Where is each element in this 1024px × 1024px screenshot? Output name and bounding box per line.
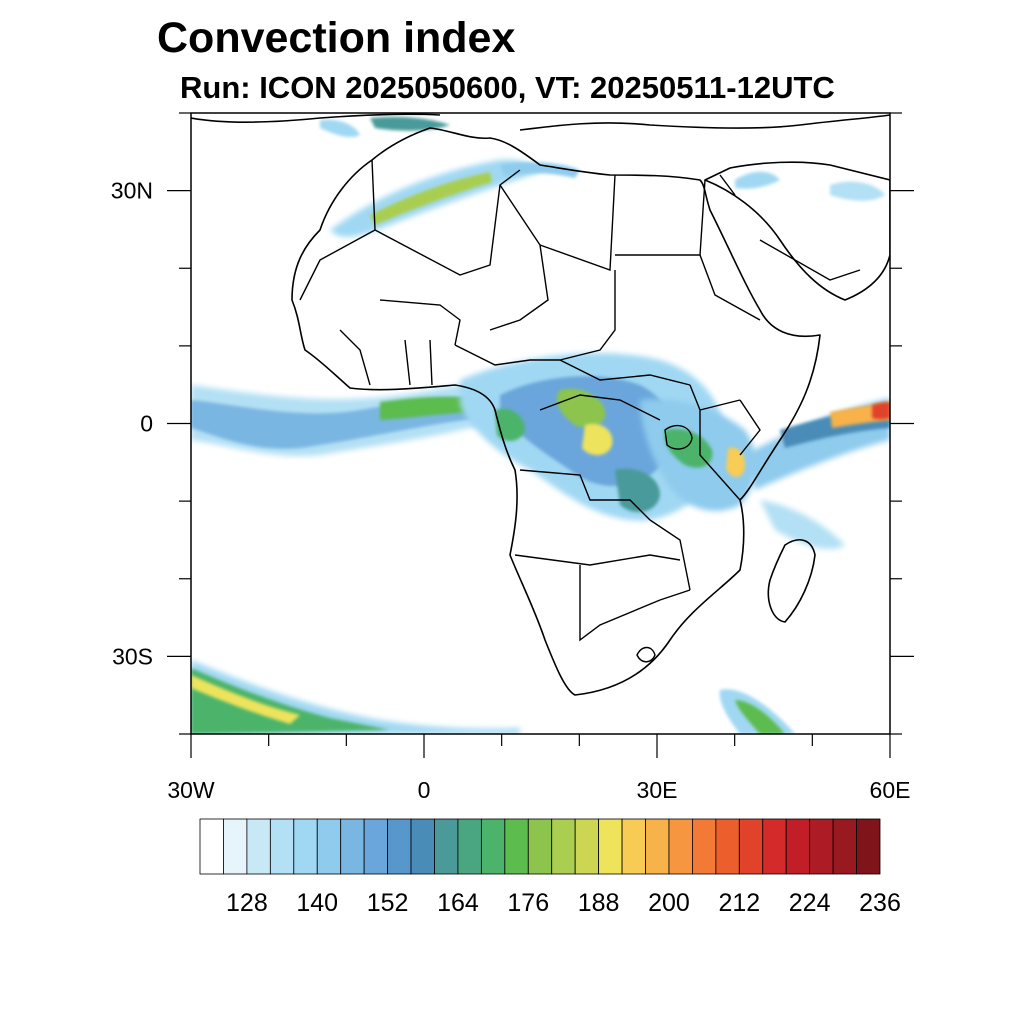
arabia-coastline <box>704 161 890 301</box>
madagascar-coastline <box>767 539 816 623</box>
field-atlantic-core <box>380 396 470 420</box>
lon-tick-label: 0 <box>418 777 431 803</box>
colorbar-box <box>762 818 787 875</box>
colorbar-box <box>504 818 529 875</box>
colorbar-box <box>692 818 717 875</box>
field-south-mid <box>191 668 390 734</box>
lesotho-border <box>636 646 656 663</box>
colorbar-box <box>293 818 318 875</box>
colorbar-box <box>668 818 693 875</box>
field-south-core <box>191 675 300 724</box>
colorbar-box <box>785 818 811 875</box>
field-nw-thin <box>500 162 580 178</box>
lon-tick-labels: 30W 0 30E 60E <box>167 777 910 803</box>
chart-subtitle: Run: ICON 2025050600, VT: 20250511-12UTC <box>180 70 835 105</box>
axis-ticks <box>167 112 914 758</box>
colorbar-box <box>387 818 412 875</box>
field-med-fragment <box>320 119 360 138</box>
lake-victoria <box>664 424 693 450</box>
lon-tick-label: 30E <box>637 777 678 803</box>
colorbar-tick-label: 188 <box>578 889 620 917</box>
colorbar-box <box>457 818 482 875</box>
field-nw-core <box>370 172 492 225</box>
colorbar-tick-label: 176 <box>507 889 549 917</box>
field-gabon-core <box>495 408 525 442</box>
country-borders <box>299 159 861 642</box>
lon-tick-label: 60E <box>870 777 911 803</box>
field-indian-hot <box>872 402 890 420</box>
colorbar-box <box>598 818 623 875</box>
field-moz-channel <box>760 500 845 550</box>
colorbar-labels: 128 140 152 164 176 188 200 212 224 236 <box>226 889 901 917</box>
colorbar-box <box>551 818 576 875</box>
colorbar-tick-label: 224 <box>789 889 831 917</box>
colorbar-box <box>269 818 295 875</box>
colorbar-tick-label: 128 <box>226 889 268 917</box>
colorbar-tick-label: 200 <box>648 889 690 917</box>
lat-tick-labels: 30N 0 30S <box>111 178 153 670</box>
colorbar-box <box>223 818 248 875</box>
colorbar-box <box>434 818 459 875</box>
colorbar-tick-label: 236 <box>859 889 901 917</box>
colorbar-tick-label: 164 <box>437 889 479 917</box>
colorbar <box>199 818 881 875</box>
lat-tick-label: 30S <box>112 643 153 669</box>
colorbar-box <box>809 818 834 875</box>
colorbar-tick-label: 140 <box>296 889 338 917</box>
field-se-core <box>735 700 785 734</box>
colorbar-box <box>316 818 342 875</box>
colorbar-box <box>199 818 224 875</box>
colorbar-box <box>246 818 271 875</box>
colorbar-box <box>363 818 388 875</box>
colorbar-box <box>715 818 740 875</box>
colorbar-box <box>480 818 506 875</box>
colorbar-tick-label: 212 <box>718 889 760 917</box>
colorbar-box <box>574 818 600 875</box>
colorbar-box <box>738 818 764 875</box>
coastlines <box>191 113 890 696</box>
field-arabia-fragment <box>830 181 885 201</box>
colorbar-box <box>527 818 553 875</box>
convection-field <box>191 116 890 734</box>
colorbar-box <box>832 818 857 875</box>
colorbar-box <box>340 818 365 875</box>
colorbar-box <box>645 818 670 875</box>
colorbar-tick-label: 152 <box>367 889 409 917</box>
europe-coastline <box>191 113 890 131</box>
lat-tick-label: 30N <box>111 178 153 204</box>
field-central-core2 <box>582 423 613 456</box>
field-angola-blob <box>615 468 660 513</box>
colorbar-box <box>621 818 646 875</box>
colorbar-box <box>410 818 435 875</box>
lat-tick-label: 0 <box>140 411 153 437</box>
field-redsea-fragment <box>735 171 780 189</box>
chart-title: Convection index <box>157 14 516 62</box>
colorbar-box <box>856 818 881 875</box>
lon-tick-label: 30W <box>167 777 215 803</box>
africa-coastline <box>291 127 821 696</box>
